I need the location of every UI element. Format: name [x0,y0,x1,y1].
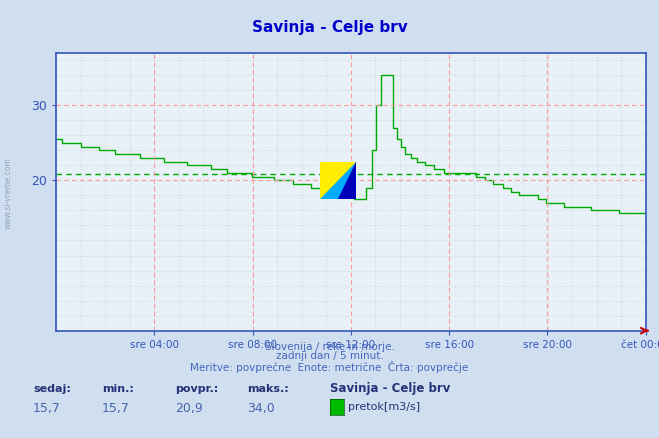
Text: Savinja - Celje brv: Savinja - Celje brv [330,382,450,395]
Text: zadnji dan / 5 minut.: zadnji dan / 5 minut. [275,351,384,361]
Text: pretok[m3/s]: pretok[m3/s] [348,402,420,412]
Text: 15,7: 15,7 [33,402,61,415]
Text: Meritve: povprečne  Enote: metrične  Črta: povprečje: Meritve: povprečne Enote: metrične Črta:… [190,361,469,373]
Text: maks.:: maks.: [247,384,289,394]
Text: min.:: min.: [102,384,134,394]
Polygon shape [338,162,356,199]
Text: www.si-vreme.com: www.si-vreme.com [3,157,13,229]
Polygon shape [320,162,356,199]
Polygon shape [320,162,356,199]
Text: povpr.:: povpr.: [175,384,218,394]
Text: sedaj:: sedaj: [33,384,71,394]
Text: Slovenija / reke in morje.: Slovenija / reke in morje. [264,342,395,352]
Text: 34,0: 34,0 [247,402,275,415]
Text: 15,7: 15,7 [102,402,130,415]
Text: 20,9: 20,9 [175,402,202,415]
Text: Savinja - Celje brv: Savinja - Celje brv [252,20,407,35]
